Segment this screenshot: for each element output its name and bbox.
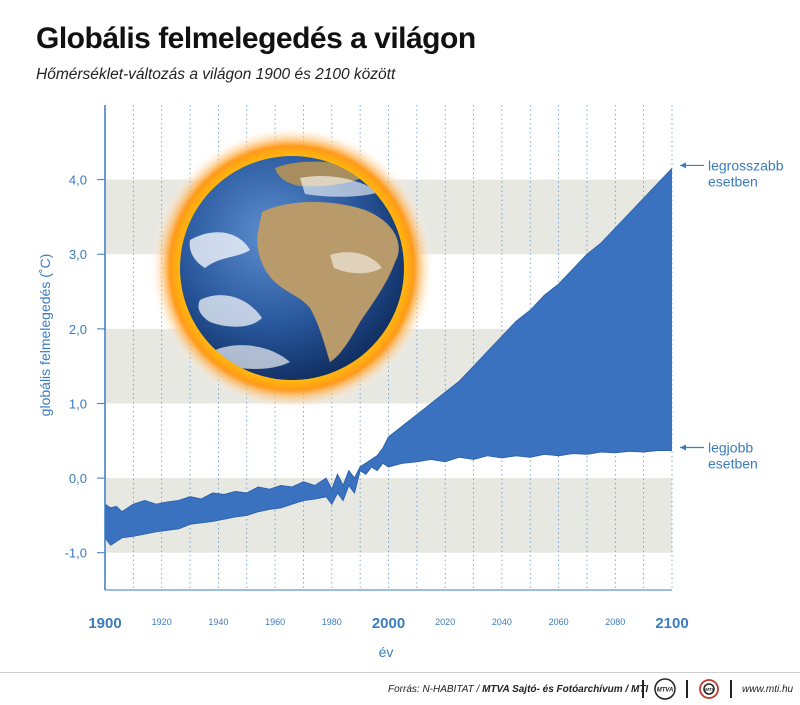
page-title: Globális felmelegedés a világon	[36, 22, 476, 55]
cloud	[189, 232, 250, 268]
warming-range-area	[105, 168, 672, 546]
website-url: www.mti.hu	[742, 684, 794, 695]
x-axis-label: év	[379, 644, 394, 660]
mti-logo: MTI	[699, 679, 719, 699]
x-tick-label: 2080	[605, 617, 625, 627]
x-tick-label: 2000	[372, 615, 405, 632]
separator	[686, 680, 688, 698]
x-tick-label: 2020	[435, 617, 455, 627]
x-tick-label: 1920	[152, 617, 172, 627]
series-line	[104, 450, 672, 546]
y-tick-label: 1,0	[69, 396, 87, 411]
annotation-text: legrosszabb	[708, 157, 784, 173]
mti-logo-text: MTI	[705, 687, 713, 692]
y-tick-label: 4,0	[69, 173, 87, 188]
cloud	[198, 295, 262, 327]
tick-labels: -1,0 0,0 1,0 2,0 3,0 4,0 1900 2000 2100 1920 1940 1…	[65, 173, 689, 632]
africa-landmass	[257, 201, 399, 362]
mtva-logo: MTVA	[654, 678, 676, 700]
separator	[730, 680, 732, 698]
x-tick-label: 1980	[322, 617, 342, 627]
annotation-text: legjobb	[708, 439, 753, 455]
series-line	[104, 168, 673, 513]
source-prefix: Forrás: N-HABITAT /	[388, 684, 483, 695]
annotation-arrowhead	[680, 162, 686, 169]
y-tick-label: 2,0	[69, 322, 87, 337]
y-tick-label: 3,0	[69, 247, 87, 262]
page-subtitle: Hőmérséklet-változás a világon 1900 és 2…	[36, 66, 396, 83]
mtva-logo-text: MTVA	[657, 688, 674, 694]
x-tick-label: 1960	[265, 617, 285, 627]
annotation-arrowhead	[680, 444, 686, 451]
axes	[104, 105, 672, 591]
footer: Forrás: N-HABITAT / MTVA Sajtó- és Fotóa…	[0, 672, 800, 705]
earth-sun-illustration	[150, 126, 434, 410]
separator	[642, 680, 644, 698]
y-tick-label: -1,0	[65, 546, 87, 561]
x-tick-label: 1940	[208, 617, 228, 627]
annotation-text: esetben	[708, 173, 758, 189]
x-tick-label: 2040	[492, 617, 512, 627]
y-tick-label: 0,0	[69, 471, 87, 486]
x-tick-label: 1900	[88, 615, 121, 632]
source-agency: MTVA Sajtó- és Fotóarchívum / MTI	[482, 684, 649, 695]
source-credit: Forrás: N-HABITAT / MTVA Sajtó- és Fotóa…	[388, 684, 648, 695]
annotation-text: esetben	[708, 455, 758, 471]
y-axis-label: globális felmelegedés (˚C)	[37, 254, 53, 417]
cloud	[300, 175, 380, 197]
area-layer	[104, 168, 673, 546]
chart: -1,0 0,0 1,0 2,0 3,0 4,0 1900 2000 2100 1920 1940 1…	[37, 105, 784, 660]
cloud	[215, 345, 290, 369]
cloud	[330, 252, 382, 274]
x-tick-label: 2100	[655, 615, 688, 632]
x-tick-label: 2060	[549, 617, 569, 627]
